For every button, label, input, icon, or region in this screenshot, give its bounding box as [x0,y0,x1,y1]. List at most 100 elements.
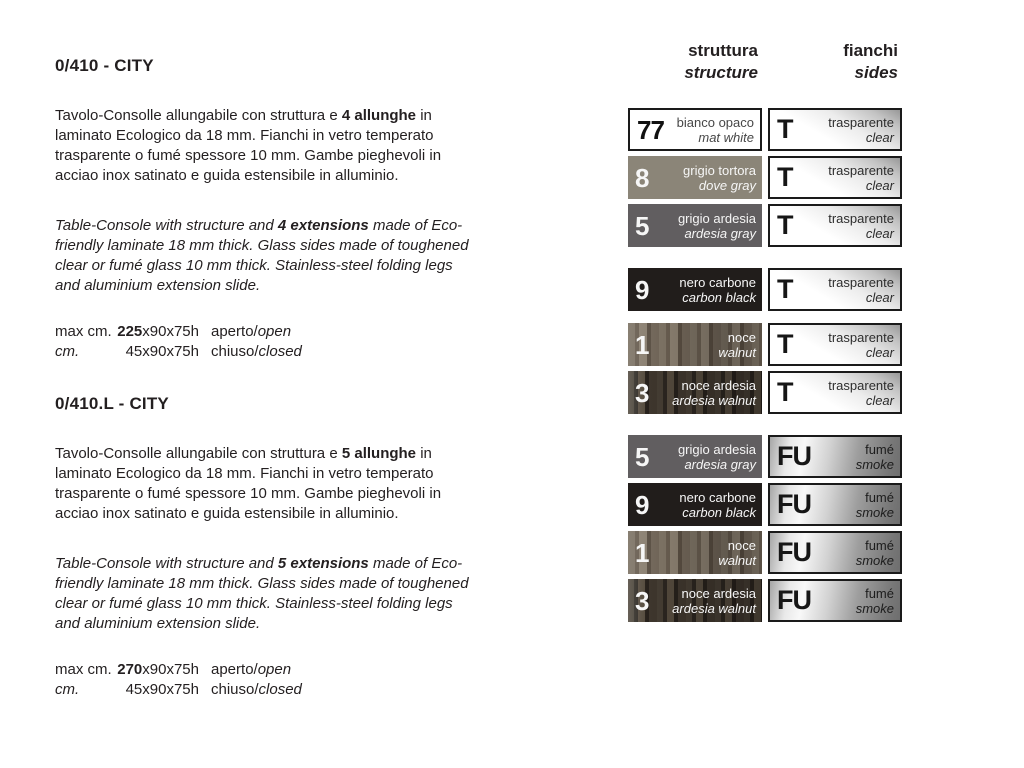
structure-name-it: noce ardesia [681,585,756,601]
structure-finish-name: nero carbone carbon black [679,275,762,305]
structure-name-it: grigio tortora [683,162,756,178]
side-swatch: FU fumé smoke [768,579,902,622]
side-code: FU [777,489,812,519]
structure-name-it: nero carbone [679,489,756,505]
structure-header-it: struttura [688,41,758,60]
dims-open-state-it: aperto/ [211,661,258,678]
product-section-1: 0/410 - CITY Tavolo-Consolle allungabile… [55,56,475,362]
structure-code: 1 [635,329,649,360]
product-code-title: 0/410.L - CITY [55,394,169,413]
structure-code: 9 [635,274,649,305]
structure-code: 3 [635,585,649,616]
side-finish-name: trasparente clear [828,163,900,193]
structure-code: 5 [635,441,649,472]
finish-table: struttura structure fianchi sides 77 bia… [628,40,902,622]
side-name-it: fumé [865,441,894,457]
description-english: Table-Console with structure and 5 exten… [55,554,475,634]
dims-open-state: aperto/open [211,660,291,680]
side-name-it: fumé [865,537,894,553]
structure-name-it: noce ardesia [681,377,756,393]
description-en-pre: Table-Console with structure and [55,555,278,572]
side-code: FU [777,537,812,567]
dims-closed-value: 45x90x75h [125,681,199,698]
side-name-it: trasparente [828,210,894,226]
side-finish-name: trasparente clear [828,115,900,145]
side-name-it: fumé [865,489,894,505]
structure-name-en: ardesia walnut [672,392,756,408]
dims-open-width: 225 [117,323,143,340]
side-code: T [777,210,793,240]
side-name-en: clear [865,289,894,305]
structure-code: 9 [635,489,649,520]
structure-name-it: nero carbone [679,274,756,290]
dimensions-open-row: max cm. 225x90x75h aperto/open [55,322,475,342]
structure-name-en: walnut [718,344,756,360]
dims-open-width: 270 [117,661,143,678]
finish-table-headers: struttura structure fianchi sides [628,40,902,84]
finish-row: 1 noce walnut FU fumé smoke [628,531,902,574]
dims-closed-state-en: closed [258,343,302,360]
structure-header-en: structure [684,63,758,82]
structure-finish-name: grigio tortora dove gray [683,163,762,193]
description-english: Table-Console with structure and 4 exten… [55,216,475,296]
side-finish-name: fumé smoke [856,490,900,520]
side-name-it: trasparente [828,329,894,345]
structure-column-header: struttura structure [628,40,762,84]
structure-name-en: ardesia gray [684,456,756,472]
dims-open-rest: x90x75h [142,661,199,678]
sides-column-header: fianchi sides [768,40,902,84]
structure-name-it: noce [727,329,756,345]
side-swatch: FU fumé smoke [768,483,902,526]
structure-finish-name: nero carbone carbon black [679,490,762,520]
structure-finish-name: noce ardesia ardesia walnut [672,378,762,408]
side-name-en: clear [865,344,894,360]
structure-swatch: 5 grigio ardesia ardesia gray [628,204,762,247]
structure-code: 5 [635,210,649,241]
structure-swatch: 5 grigio ardesia ardesia gray [628,435,762,478]
dims-closed-state-it: chiuso/ [211,343,259,360]
finish-row: 8 grigio tortora dove gray T trasparente… [628,156,902,199]
structure-name-en: ardesia walnut [672,600,756,616]
structure-name-en: dove gray [698,177,756,193]
side-swatch: T trasparente clear [768,156,902,199]
side-swatch: T trasparente clear [768,268,902,311]
dims-closed-state: chiuso/closed [211,680,302,700]
description-it-bold: 4 allunghe [341,107,417,124]
side-finish-name: trasparente clear [828,330,900,360]
side-code: T [777,162,793,192]
dimensions: max cm. 225x90x75h aperto/open cm. 45x90… [55,322,475,362]
description-italian: Tavolo-Consolle allungabile con struttur… [55,444,475,524]
dims-closed-state: chiuso/closed [211,342,302,362]
structure-swatch: 3 noce ardesia ardesia walnut [628,371,762,414]
description-en-bold: 4 extensions [277,217,369,234]
side-name-en: clear [865,177,894,193]
dims-open-state: aperto/open [211,322,291,342]
structure-swatch: 8 grigio tortora dove gray [628,156,762,199]
side-name-en: clear [865,225,894,241]
description-it-bold: 5 allunghe [341,445,417,462]
finish-row: 9 nero carbone carbon black FU fumé smok… [628,483,902,526]
side-code: T [777,274,793,304]
side-finish-name: trasparente clear [828,378,900,408]
structure-swatch: 1 noce walnut [628,323,762,366]
structure-code: 8 [635,162,649,193]
structure-finish-name: grigio ardesia ardesia gray [678,211,762,241]
finish-row: 1 noce walnut T trasparente clear [628,323,902,366]
dims-open-state-en: open [257,661,292,678]
product-descriptions: 0/410 - CITY Tavolo-Consolle allungabile… [55,56,475,732]
side-finish-name: fumé smoke [856,538,900,568]
description-it-pre: Tavolo-Consolle allungabile con struttur… [55,445,342,462]
dims-open-label: max cm. [55,661,112,678]
side-finish-name: fumé smoke [856,586,900,616]
description-italian: Tavolo-Consolle allungabile con struttur… [55,106,475,186]
side-swatch: T trasparente clear [768,204,902,247]
side-finish-name: trasparente clear [828,211,900,241]
dims-open-value: 225x90x75h [117,322,199,342]
structure-finish-name: noce walnut [718,538,762,568]
side-name-it: trasparente [828,274,894,290]
side-swatch: FU fumé smoke [768,435,902,478]
structure-finish-name: grigio ardesia ardesia gray [678,442,762,472]
side-swatch: T trasparente clear [768,323,902,366]
dims-closed-state-it: chiuso/ [211,681,259,698]
side-name-it: trasparente [828,377,894,393]
